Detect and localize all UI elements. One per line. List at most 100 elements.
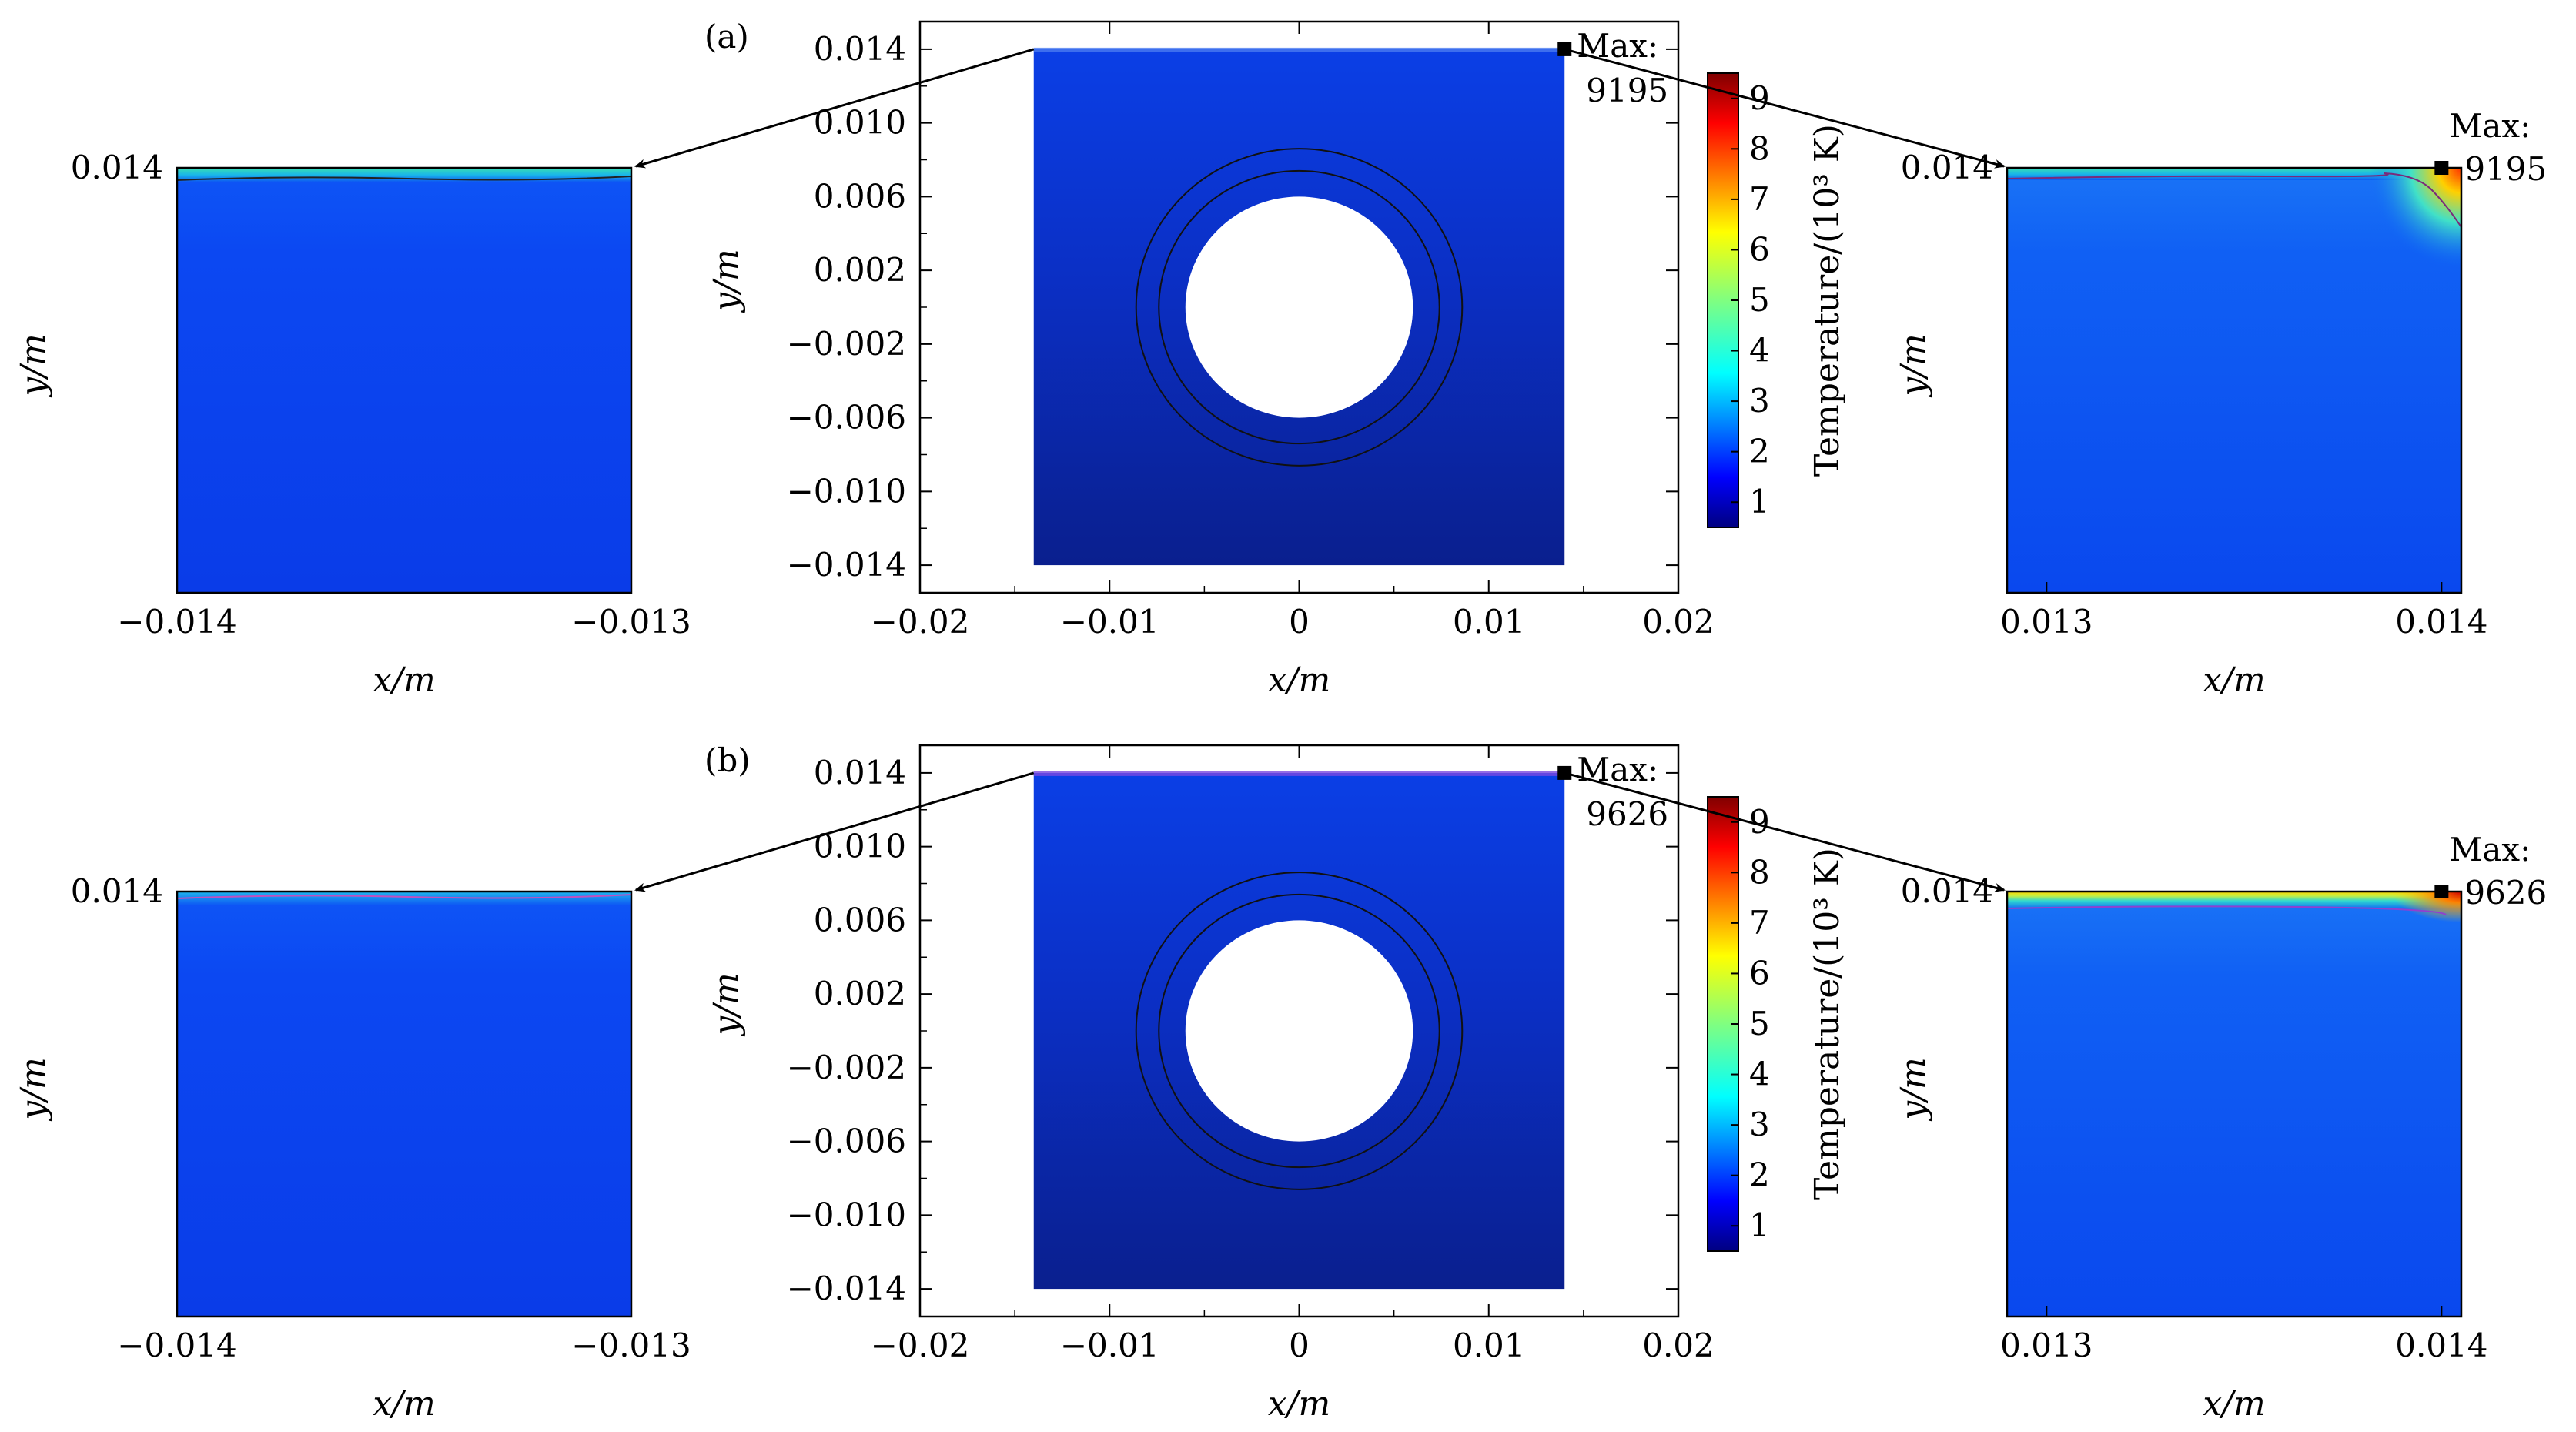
y-tick-label: −0.006 (787, 1123, 906, 1160)
max-label: Max: (2449, 831, 2531, 868)
zoom-left-surface-layer (177, 892, 631, 905)
y-tick-label: 0.014 (71, 872, 163, 910)
y-axis-label: y/m (1894, 1057, 1933, 1121)
colorbar-tick-label: 5 (1749, 1005, 1770, 1042)
colorbar-tick-label: 9 (1749, 803, 1770, 841)
zoom-left-surface-layer (177, 168, 631, 182)
colorbar-tick-label: 2 (1749, 1156, 1770, 1194)
arrow-to-right-zoom (1564, 48, 2006, 169)
colorbar-tick-label: 7 (1749, 180, 1770, 218)
y-tick-label: −0.014 (787, 546, 906, 584)
colorbar-tick-label: 1 (1749, 483, 1770, 520)
zoom-left-field (177, 892, 631, 1317)
y-tick-label: −0.014 (787, 1270, 906, 1307)
y-tick-label: 0.014 (71, 149, 163, 186)
y-tick-label: 0.002 (814, 975, 906, 1012)
colorbar-tick-label: 5 (1749, 281, 1770, 319)
arrow-to-right-zoom (1564, 771, 2006, 892)
figure-row-b: −0.02 −0.01 0 0.01 0.020.0140.0100.0060.002−… (14, 741, 2547, 1424)
x-tick-label: −0.02 (871, 603, 970, 641)
zoom-left-panel: −0.014 −0.013 0.014 x/m y/m (14, 872, 691, 1424)
zoom-right-contour (2006, 172, 2462, 228)
x-axis-label: x/m (373, 661, 435, 700)
max-label: Max: (1577, 751, 1658, 788)
y-tick-label: 0.006 (814, 901, 906, 938)
material-ring-1 (1158, 169, 1440, 445)
colorbar-label: Temperature/(10³ K) (1808, 124, 1847, 477)
zoom-right-hot-corner (2392, 892, 2461, 922)
y-tick-label: 0.002 (814, 251, 906, 289)
x-tick-label: −0.02 (871, 1327, 970, 1364)
x-axis-label: x/m (2203, 661, 2265, 700)
x-axis-label: x/m (1268, 661, 1330, 700)
zoom-left-contour (176, 894, 632, 899)
zoom-left-contour (176, 176, 632, 181)
max-value: 9195 (1586, 72, 1668, 109)
y-axis-label: y/m (1894, 333, 1933, 397)
surface-layer (1033, 47, 1565, 52)
x-tick-label: 0.014 (2395, 603, 2487, 641)
colorbar-tick-label: 6 (1749, 230, 1770, 268)
zoom-right-frame (2006, 890, 2463, 1318)
colorbar-tick-label: 3 (1749, 382, 1770, 420)
zoom-left-frame (176, 166, 633, 594)
y-tick-label: 0.014 (1901, 872, 1993, 910)
y-axis-label: y/m (707, 972, 746, 1036)
colorbar-tick-label: 2 (1749, 433, 1770, 470)
material-ring-2 (1135, 148, 1464, 467)
y-tick-label: 0.014 (814, 30, 906, 68)
colorbar: 1 2 3 4 5 6 7 8 9 Temperature/(10³ K) (1707, 72, 1847, 528)
colorbar-tick-label: 8 (1749, 129, 1770, 167)
x-tick-label: 0.013 (2000, 603, 2093, 641)
x-tick-label: −0.014 (117, 1327, 236, 1364)
zoom-right-contour (2006, 905, 2447, 915)
y-axis-label: y/m (14, 1057, 53, 1121)
colorbar-tick-label: 3 (1749, 1106, 1770, 1143)
max-value: 9626 (2464, 874, 2547, 912)
colorbar-label: Temperature/(10³ K) (1808, 848, 1847, 1200)
y-tick-label: −0.006 (787, 399, 906, 437)
max-value: 9195 (2464, 150, 2547, 188)
colorbar-tick-label: 6 (1749, 954, 1770, 992)
x-tick-label: 0.01 (1453, 603, 1525, 641)
arrow-to-left-zoom (634, 48, 1035, 169)
zoom-right-field (2007, 892, 2461, 1317)
y-tick-label: 0.014 (814, 754, 906, 791)
x-tick-label: −0.01 (1060, 1327, 1159, 1364)
x-tick-label: −0.01 (1060, 603, 1159, 641)
colorbar-tick-label: 7 (1749, 904, 1770, 942)
x-tick-label: 0.013 (2000, 1327, 2093, 1364)
x-axis-label: x/m (2203, 1384, 2265, 1424)
zoom-connectors (634, 48, 2006, 169)
x-tick-label: 0 (1289, 603, 1310, 641)
zoom-left-panel: −0.014 −0.013 0.014 x/m y/m (14, 149, 691, 700)
x-tick-label: −0.013 (571, 1327, 691, 1364)
surface-layer (1033, 771, 1565, 776)
main-panel: −0.02 −0.01 0 0.01 0.020.0140.0100.0060.002−… (704, 741, 1715, 1424)
x-axis-label: x/m (373, 1384, 435, 1424)
zoom-left-frame (176, 890, 633, 1318)
x-tick-label: 0.02 (1642, 1327, 1715, 1364)
y-axis-label: y/m (14, 333, 53, 397)
x-tick-label: −0.014 (117, 603, 236, 641)
x-tick-label: 0.014 (2395, 1327, 2487, 1364)
colorbar-tick-label: 4 (1749, 1056, 1770, 1093)
zoom-right-panel: 0.013 0.014 0.014 x/m y/m Max: 9195 (1894, 107, 2547, 700)
central-hole (1185, 196, 1413, 418)
max-label: Max: (1577, 27, 1658, 65)
y-tick-label: −0.010 (787, 472, 906, 510)
zoom-right-hot-corner (2369, 168, 2461, 268)
zoom-right-panel: 0.013 0.014 0.014 x/m y/m Max: 9626 (1894, 831, 2547, 1424)
colorbar: 1 2 3 4 5 6 7 8 9 Temperature/(10³ K) (1707, 796, 1847, 1252)
zoom-right-surface-layer (2007, 892, 2461, 908)
colorbar-tick-label: 9 (1749, 79, 1770, 117)
max-label: Max: (2449, 107, 2531, 145)
colorbar-tick-label: 4 (1749, 332, 1770, 370)
max-marker (2434, 885, 2449, 898)
material-ring-2 (1135, 872, 1464, 1190)
y-tick-label: −0.002 (787, 1049, 906, 1086)
x-tick-label: 0 (1289, 1327, 1310, 1364)
colorbar-tick-label: 1 (1749, 1206, 1770, 1244)
central-hole (1185, 920, 1413, 1142)
